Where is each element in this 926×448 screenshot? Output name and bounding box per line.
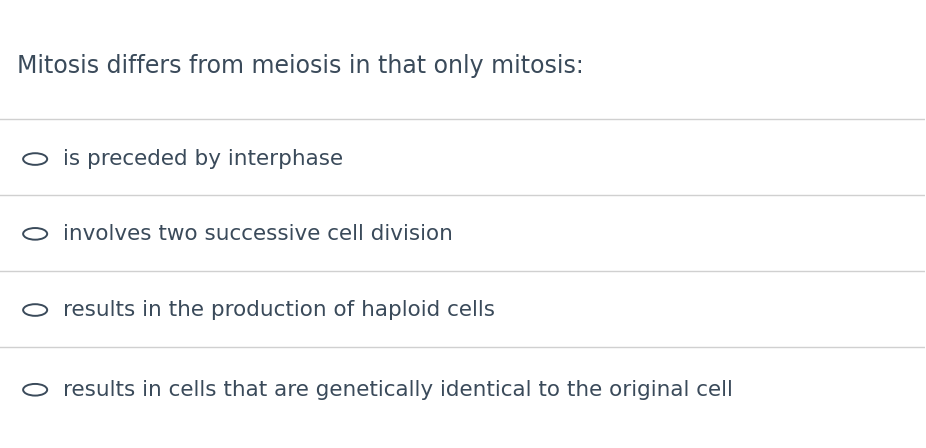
Text: is preceded by interphase: is preceded by interphase xyxy=(63,149,343,169)
Text: Mitosis differs from meiosis in that only mitosis:: Mitosis differs from meiosis in that onl… xyxy=(17,54,583,78)
Text: results in cells that are genetically identical to the original cell: results in cells that are genetically id… xyxy=(63,380,732,400)
Text: results in the production of haploid cells: results in the production of haploid cel… xyxy=(63,300,494,320)
Text: involves two successive cell division: involves two successive cell division xyxy=(63,224,453,244)
